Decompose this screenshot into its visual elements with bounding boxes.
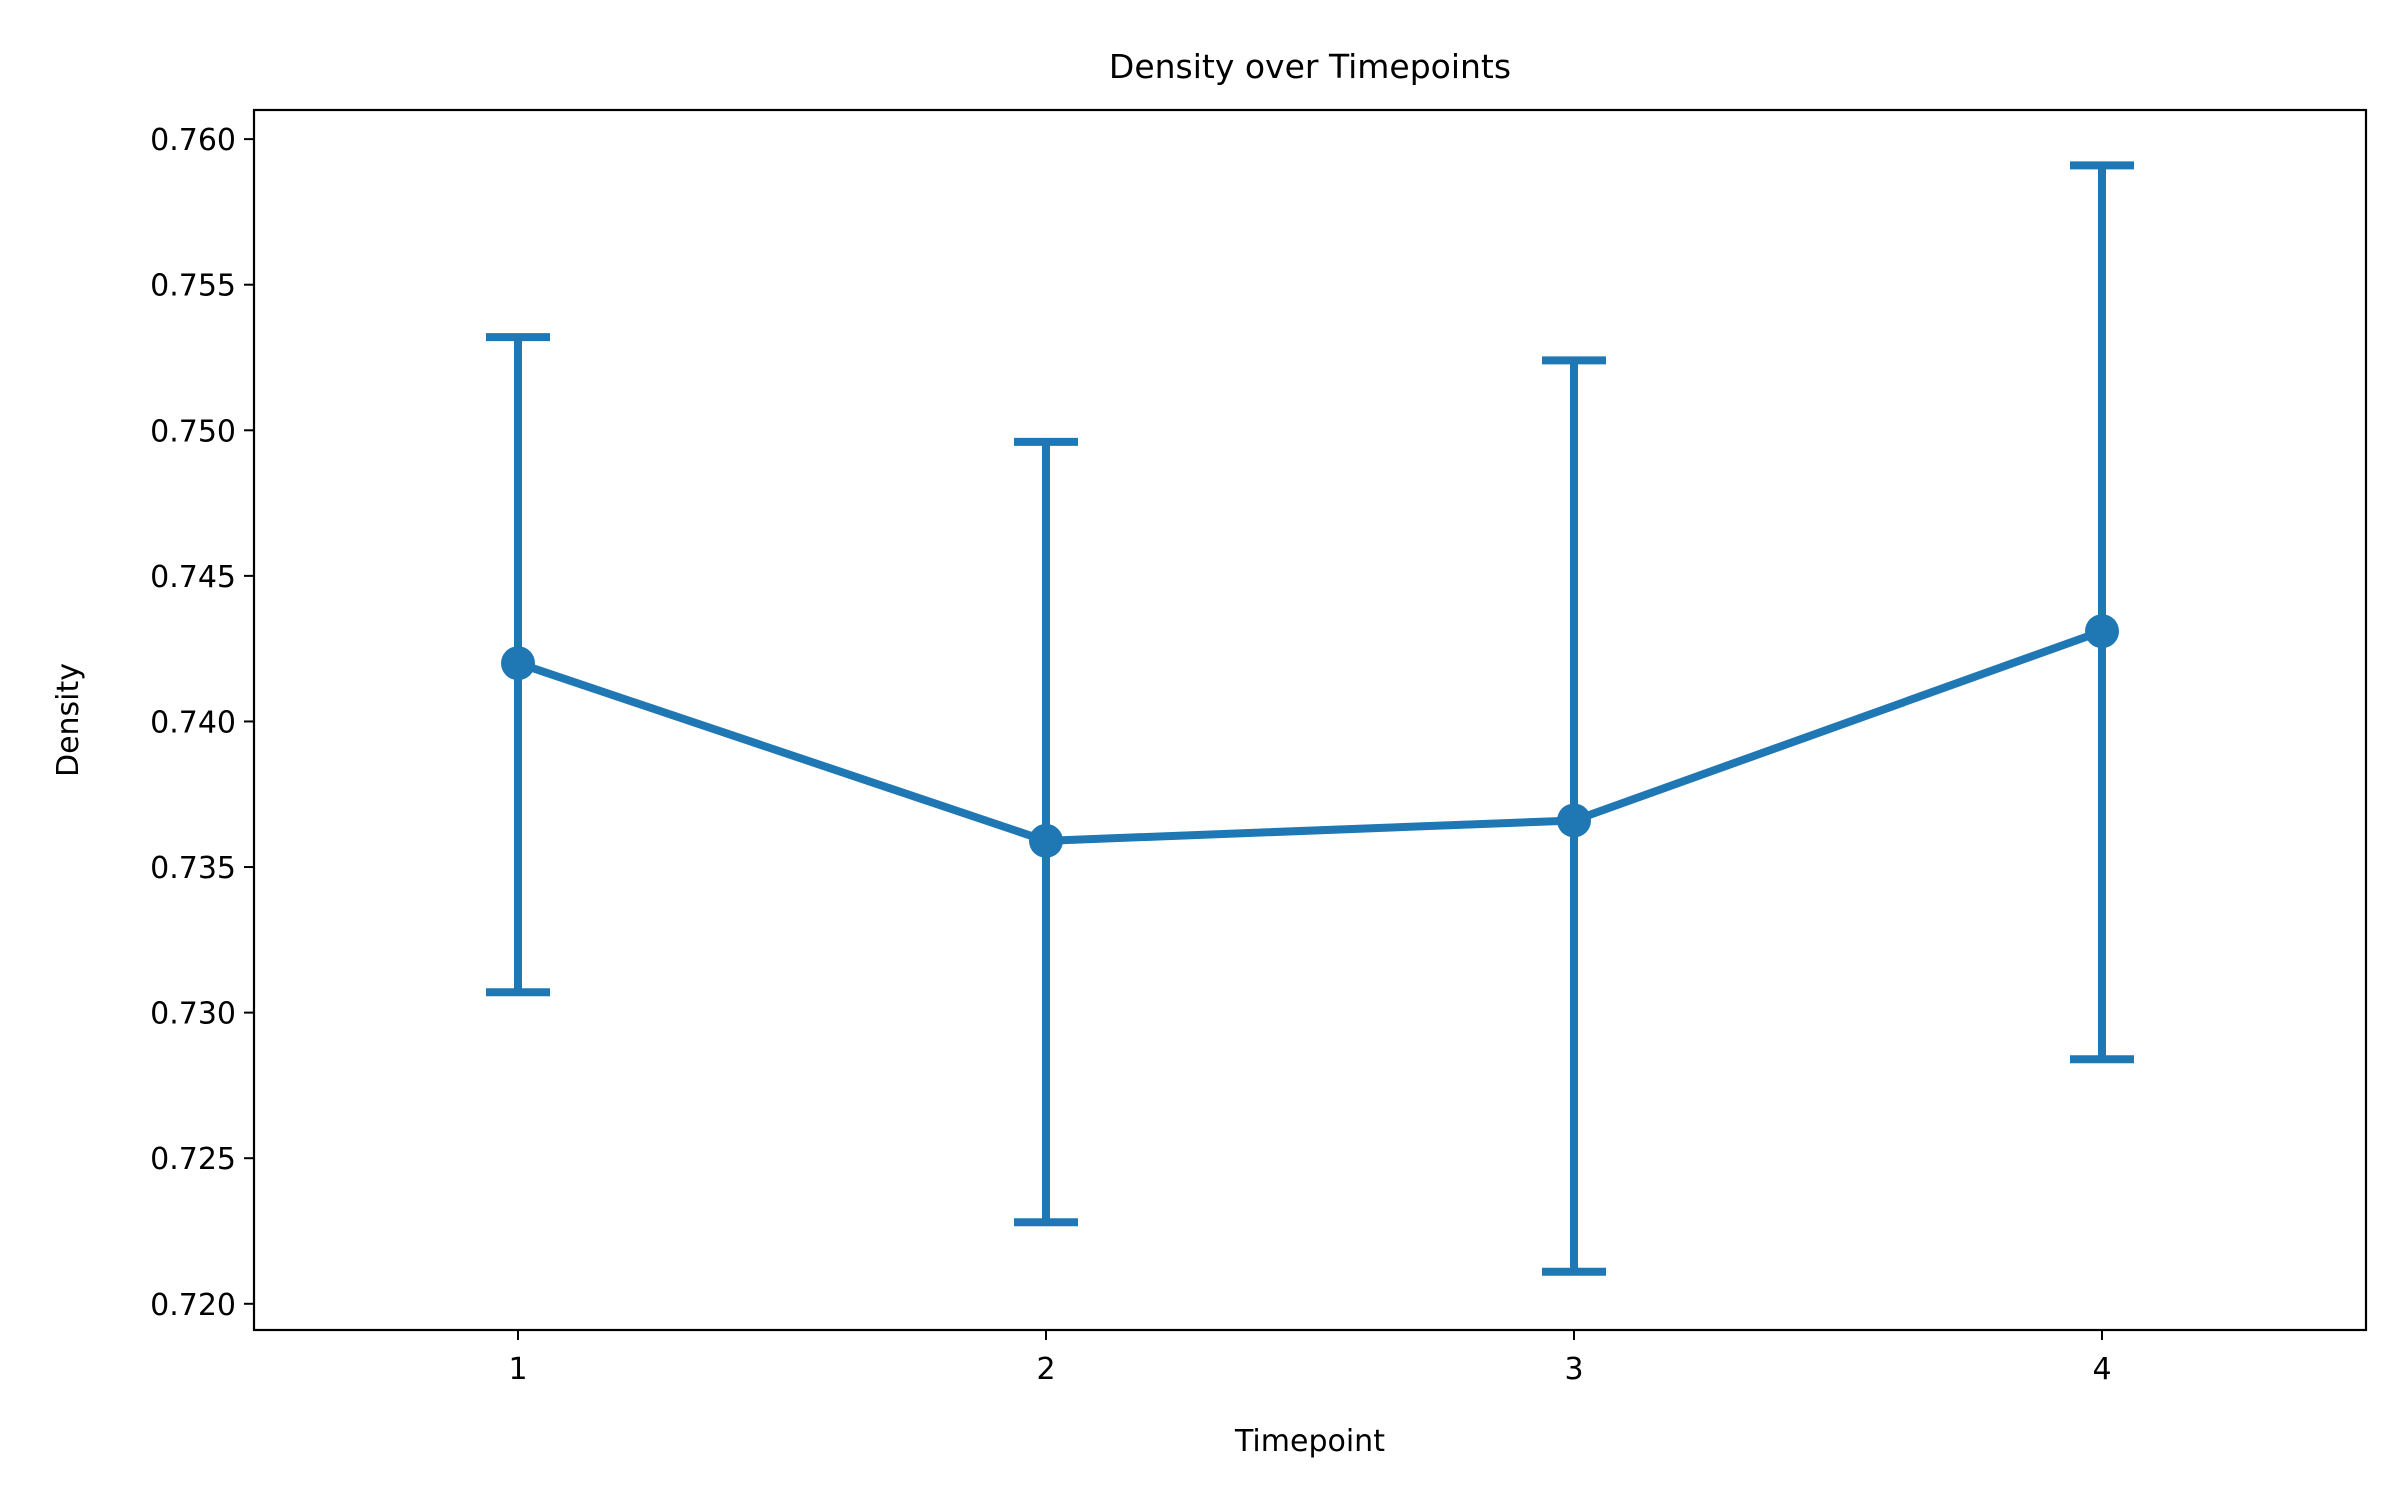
- x-tick-label: 3: [1564, 1352, 1583, 1387]
- y-tick-label: 0.745: [150, 560, 236, 595]
- chart-title: Density over Timepoints: [1109, 47, 1511, 86]
- data-point: [1029, 823, 1063, 858]
- y-tick-label: 0.750: [150, 414, 236, 449]
- data-point: [2085, 614, 2119, 649]
- y-axis-label: Density: [51, 663, 86, 777]
- y-tick-label: 0.725: [150, 1142, 236, 1177]
- series-line: [516, 627, 2104, 845]
- x-tick-label: 1: [508, 1352, 527, 1387]
- x-tick-label: 4: [2092, 1352, 2111, 1387]
- y-tick-label: 0.720: [150, 1288, 236, 1323]
- y-tick-label: 0.755: [150, 269, 236, 304]
- x-axis-ticks: 1 2 3 4: [508, 1330, 2112, 1387]
- x-tick-label: 2: [1036, 1352, 1055, 1387]
- data-point: [501, 646, 535, 681]
- y-tick-label: 0.740: [150, 705, 236, 740]
- data-point: [1557, 803, 1591, 838]
- plot-area-frame: [252, 108, 2368, 1332]
- y-tick-label: 0.760: [150, 123, 236, 158]
- y-axis-ticks: 0.720 0.725 0.730 0.735 0.740 0.745 0.750 0.755…: [150, 123, 254, 1323]
- y-tick-label: 0.735: [150, 851, 236, 886]
- x-axis-label: Timepoint: [1234, 1424, 1385, 1459]
- series-layer: [486, 161, 2134, 1276]
- y-tick-label: 0.730: [150, 997, 236, 1032]
